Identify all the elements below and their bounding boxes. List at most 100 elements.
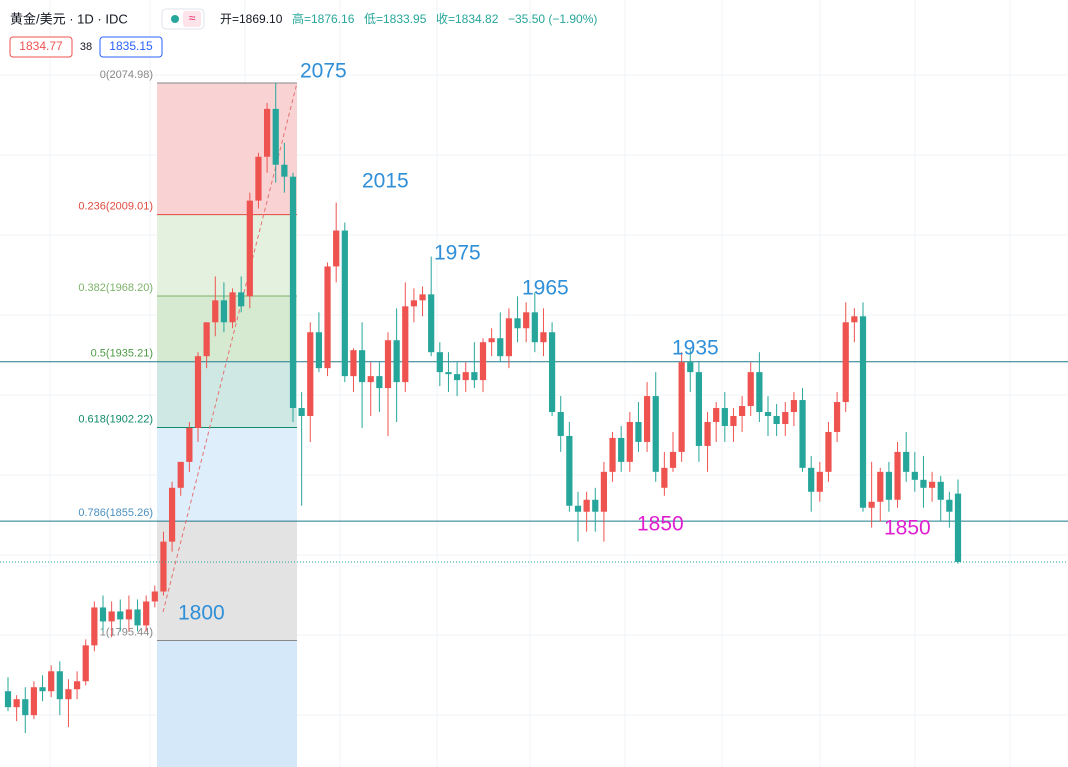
annotation: 1975 [434,242,481,265]
approx-icon [183,11,201,27]
candle-body [773,416,780,424]
candle-body [428,294,435,353]
candle-body [168,487,176,542]
candle-body [99,607,107,622]
annotation: 1850 [637,513,684,536]
candle-body [471,372,478,381]
candle-body [307,332,314,417]
candle-body [48,671,55,692]
candle-body [194,356,202,428]
spread: 38 [80,41,92,53]
candle-body [4,691,12,708]
candle-body [669,451,677,468]
fib-level-label: 1(1795.44) [100,626,153,638]
candle-body [523,312,530,329]
fibonacci: 0(2074.98) 0.236(2009.01) 0.382(1968.20) 0.… [0,69,1068,767]
candle-body [151,591,158,602]
candle-body [652,396,659,472]
candle-body [833,402,841,432]
candle-body [255,156,262,201]
candle-body [376,376,383,389]
candle-body [859,316,867,508]
candle-body [108,611,115,622]
candle-body [825,431,832,472]
candle-body [160,541,167,592]
candle-body [436,352,443,373]
candle-body [39,687,46,692]
candle-body [903,451,910,472]
candle-body [799,400,806,468]
candle-body [514,318,521,329]
candle-body [687,362,694,373]
candle-body [281,164,288,177]
candle-body [445,372,452,375]
candle-body [574,505,582,512]
fib-level-label: 0.236(2009.01) [78,200,153,212]
candle-body [134,609,141,626]
annotation: 2075 [300,60,347,83]
candle-body [393,340,400,383]
candle-body [704,421,711,446]
candle-body [462,372,469,381]
candle-body [695,372,703,446]
candle-body [56,671,63,700]
candle-body [592,499,599,512]
fib-level-label: 0.786(1855.26) [78,507,153,519]
candle-body [272,108,279,165]
candle-body [877,471,884,502]
chart-title: 黄金/美元 · 1D · IDC [10,11,128,26]
candle-body [289,176,297,409]
candle-body [721,408,728,426]
status-dot [171,15,179,23]
fib-zone [157,640,297,767]
candle-body [851,316,858,323]
header: 黄金/美元 · 1D · IDC ≈ 开=1869.10 高=1876.16 低=1… [9,8,597,58]
ohlc-value: 高=1876.16 [292,11,355,26]
fib-zone [157,214,297,296]
candle-body [764,412,772,417]
candle-body [635,421,642,442]
bid-price: 1834.77 [19,39,63,53]
candle-body [117,611,124,620]
candle-body [868,501,875,508]
candle-body [419,294,426,301]
candle-body [263,108,271,157]
candle-body [13,699,20,708]
fib-level-label: 0.618(1902.22) [78,413,153,425]
candle-body [505,318,513,357]
candle-body [212,300,219,323]
candle-body [479,342,487,381]
candle-body [937,481,944,500]
candle-body [808,467,815,492]
bid-box [9,36,73,58]
candle-body [341,230,348,377]
candle-body [298,408,305,417]
candle-body [738,406,746,417]
candle-body [730,416,737,426]
candle-body [324,266,331,369]
candle-body [626,421,633,462]
candle-body [557,412,564,436]
candle-body [220,300,228,323]
candle-body [350,350,357,377]
candle-body [358,350,366,383]
fib-level-label: 0(2074.98) [100,69,153,81]
candle-body [661,467,668,488]
candle-body [643,396,651,442]
candle-body [583,499,590,512]
candle-body [946,499,953,512]
candle-body [367,376,374,383]
candle-body [315,332,323,369]
candle-body [747,372,754,407]
annotation: 1850 [884,517,931,540]
candle-body [384,340,392,389]
candle-body [453,374,461,381]
candle-body [531,312,538,343]
candle-body [73,681,81,690]
approx-symbol: ≈ [189,11,196,25]
annotation: 2015 [362,170,409,193]
candle-body [22,699,29,716]
annotation: 1800 [178,602,225,625]
